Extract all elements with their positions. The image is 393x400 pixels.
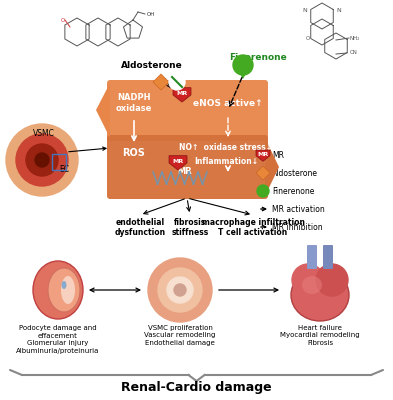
Ellipse shape bbox=[48, 268, 80, 312]
Text: Finerenone: Finerenone bbox=[272, 186, 314, 196]
Circle shape bbox=[26, 144, 58, 176]
Circle shape bbox=[6, 124, 78, 196]
Text: Inflammation↓: Inflammation↓ bbox=[194, 158, 258, 166]
Circle shape bbox=[35, 153, 49, 167]
Circle shape bbox=[174, 284, 186, 296]
Text: Heart failure
Myocardial remodeling
Fibrosis: Heart failure Myocardial remodeling Fibr… bbox=[280, 325, 360, 346]
Text: NH₂: NH₂ bbox=[350, 36, 360, 40]
Text: ROS: ROS bbox=[123, 148, 145, 158]
Ellipse shape bbox=[291, 269, 349, 321]
Text: MR: MR bbox=[257, 152, 269, 157]
Text: EC: EC bbox=[59, 166, 69, 174]
Circle shape bbox=[257, 185, 269, 197]
Text: VSMC: VSMC bbox=[33, 128, 55, 138]
Text: MR: MR bbox=[272, 150, 284, 160]
Ellipse shape bbox=[33, 261, 83, 319]
Text: MR: MR bbox=[178, 168, 193, 176]
Ellipse shape bbox=[302, 276, 322, 294]
Text: MR: MR bbox=[173, 158, 184, 164]
Polygon shape bbox=[153, 74, 169, 90]
Text: MR: MR bbox=[176, 91, 187, 96]
FancyBboxPatch shape bbox=[107, 80, 268, 141]
Text: N: N bbox=[303, 8, 307, 12]
Text: O: O bbox=[61, 18, 65, 22]
Polygon shape bbox=[239, 72, 247, 79]
Circle shape bbox=[148, 258, 212, 322]
Polygon shape bbox=[256, 166, 270, 180]
Text: Podocyte damage and
effacement
Glomerular injury
Albuminuria/proteinuria: Podocyte damage and effacement Glomerula… bbox=[17, 325, 100, 354]
Text: Renal-Cardio damage: Renal-Cardio damage bbox=[121, 380, 272, 394]
Text: O: O bbox=[306, 36, 310, 40]
Text: macrophage infiltration
T cell activation: macrophage infiltration T cell activatio… bbox=[202, 218, 305, 238]
Text: Aldosterone: Aldosterone bbox=[272, 168, 318, 178]
FancyBboxPatch shape bbox=[107, 135, 268, 199]
Text: VSMC proliferation
Vascular remodeling
Endothelial damage: VSMC proliferation Vascular remodeling E… bbox=[144, 325, 216, 346]
FancyBboxPatch shape bbox=[323, 245, 333, 269]
Text: N: N bbox=[337, 8, 342, 12]
Polygon shape bbox=[169, 156, 187, 170]
Text: eNOS active↑: eNOS active↑ bbox=[193, 98, 263, 108]
Text: MR inhibition: MR inhibition bbox=[272, 222, 323, 232]
Circle shape bbox=[158, 268, 202, 312]
Circle shape bbox=[292, 264, 324, 296]
Text: Aldosterone: Aldosterone bbox=[121, 60, 183, 70]
Text: Finerenone: Finerenone bbox=[229, 54, 287, 62]
Polygon shape bbox=[256, 150, 270, 161]
Polygon shape bbox=[173, 88, 191, 102]
Polygon shape bbox=[96, 83, 110, 138]
Text: fibrosis
stiffness: fibrosis stiffness bbox=[171, 218, 209, 238]
Polygon shape bbox=[265, 138, 279, 196]
Text: OH: OH bbox=[147, 12, 155, 16]
FancyBboxPatch shape bbox=[307, 245, 317, 269]
Circle shape bbox=[16, 134, 68, 186]
Text: CN: CN bbox=[350, 50, 358, 56]
Text: NO↑  oxidase stress↓: NO↑ oxidase stress↓ bbox=[180, 144, 273, 152]
Circle shape bbox=[167, 277, 193, 303]
Ellipse shape bbox=[61, 281, 66, 289]
Text: endothelial
dysfunction: endothelial dysfunction bbox=[114, 218, 165, 238]
Ellipse shape bbox=[61, 276, 75, 304]
Text: NADPH
oxidase: NADPH oxidase bbox=[116, 93, 152, 113]
Text: MR activation: MR activation bbox=[272, 204, 325, 214]
Circle shape bbox=[169, 74, 185, 90]
Circle shape bbox=[316, 264, 348, 296]
Circle shape bbox=[233, 55, 253, 75]
